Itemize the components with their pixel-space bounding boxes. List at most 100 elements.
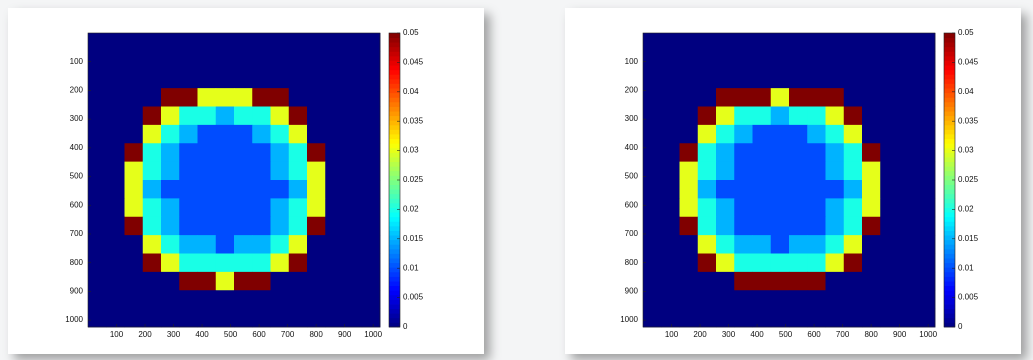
heatmap-cell xyxy=(752,143,772,163)
heatmap-cell xyxy=(361,235,381,254)
colorbar-segment xyxy=(944,198,955,204)
colorbar-segment xyxy=(944,248,955,254)
colorbar-tick-label: 0.02 xyxy=(403,205,419,214)
heatmap-cell xyxy=(124,88,144,107)
heatmap-cell xyxy=(862,180,881,199)
colorbar-segment xyxy=(944,55,955,61)
heatmap-cell xyxy=(142,290,162,310)
colorbar-segment xyxy=(944,202,955,208)
y-tick-label: 900 xyxy=(70,287,84,296)
heatmap-cell xyxy=(898,271,918,291)
colorbar-segment xyxy=(944,170,955,176)
heatmap-cell xyxy=(789,216,808,236)
heatmap-cell xyxy=(106,69,125,89)
colorbar-segment xyxy=(389,88,400,94)
heatmap-cell xyxy=(361,290,381,310)
colorbar-segment xyxy=(944,60,955,66)
heatmap-cell xyxy=(234,51,253,71)
heatmap-cell xyxy=(307,33,326,52)
heatmap-cell xyxy=(234,88,253,107)
heatmap-cell xyxy=(643,143,662,163)
heatmap-cell xyxy=(88,198,107,218)
heatmap-cell xyxy=(862,198,881,218)
colorbar-segment xyxy=(944,33,955,38)
colorbar-segment xyxy=(389,290,400,296)
heatmap-cell xyxy=(880,180,899,199)
y-tick-label: 700 xyxy=(625,229,639,238)
heatmap-cell xyxy=(270,271,290,291)
heatmap-cell xyxy=(361,198,381,218)
colorbar-segment xyxy=(389,138,400,144)
heatmap-cell xyxy=(734,124,753,144)
heatmap-cell xyxy=(234,69,253,89)
x-tick-label: 500 xyxy=(779,330,793,339)
heatmap-cell xyxy=(307,308,326,328)
heatmap-cell xyxy=(916,124,936,144)
heatmap-cell xyxy=(161,235,180,254)
heatmap-cell xyxy=(361,143,381,163)
y-tick-label: 300 xyxy=(70,114,84,123)
colorbar-segment xyxy=(944,74,955,80)
heatmap-cell xyxy=(880,308,899,328)
colorbar-segment xyxy=(944,65,955,71)
heatmap-cell xyxy=(161,161,180,181)
heatmap-cell xyxy=(898,290,918,310)
heatmap-cell xyxy=(661,143,680,163)
heatmap-cell xyxy=(106,161,125,181)
heatmap-cell xyxy=(197,216,217,236)
heatmap-cell xyxy=(252,106,271,126)
colorbar-segment xyxy=(944,308,955,314)
heatmap-cell xyxy=(288,106,308,126)
heatmap-cell xyxy=(643,180,662,199)
heatmap-cell xyxy=(197,106,217,126)
heatmap-cell xyxy=(752,216,772,236)
heatmap-cell xyxy=(825,33,845,52)
heatmap-cell xyxy=(270,51,290,71)
x-tick-label: 100 xyxy=(665,330,679,339)
heatmap-cell xyxy=(770,235,790,254)
colorbar-segment xyxy=(389,253,400,259)
heatmap-cell xyxy=(789,161,808,181)
heatmap-cell xyxy=(343,253,363,273)
heatmap-cell xyxy=(697,216,717,236)
colorbar-segment xyxy=(944,69,955,75)
heatmap-cell xyxy=(880,235,899,254)
heatmap-cell xyxy=(106,51,125,71)
heatmap-cell xyxy=(697,271,717,291)
heatmap-cell xyxy=(325,88,344,107)
heatmap-cell xyxy=(307,290,326,310)
heatmap-cell xyxy=(215,161,235,181)
heatmap-cell xyxy=(179,33,198,52)
colorbar-segment xyxy=(944,235,955,241)
heatmap-cell xyxy=(734,180,753,199)
y-tick-label: 400 xyxy=(625,143,639,152)
heatmap-cell xyxy=(734,69,753,89)
heatmap-cell xyxy=(916,33,936,52)
heatmap-cell xyxy=(179,290,198,310)
colorbar-segment xyxy=(389,285,400,291)
heatmap-cell xyxy=(807,69,826,89)
colorbar-segment xyxy=(389,111,400,117)
colorbar-segment xyxy=(944,106,955,112)
heatmap-cell xyxy=(643,69,662,89)
heatmap-cell xyxy=(716,143,735,163)
heatmap-cell xyxy=(88,143,107,163)
heatmap-cell xyxy=(770,290,790,310)
colorbar-segment xyxy=(944,92,955,98)
heatmap-cell xyxy=(679,51,699,71)
heatmap-cell xyxy=(679,216,699,236)
heatmap-cell xyxy=(916,161,936,181)
heatmap-cell xyxy=(734,271,753,291)
heatmap-cell xyxy=(825,290,845,310)
heatmap-cell xyxy=(325,308,344,328)
colorbar-segment xyxy=(944,225,955,231)
heatmap-cell xyxy=(234,235,253,254)
heatmap-cell xyxy=(770,161,790,181)
heatmap-cell xyxy=(124,290,144,310)
heatmap-cell xyxy=(288,216,308,236)
heatmap-cell xyxy=(88,69,107,89)
heatmap-cell xyxy=(343,216,363,236)
heatmap-cell xyxy=(270,88,290,107)
heatmap-cell xyxy=(215,106,235,126)
heatmap-cell xyxy=(661,69,680,89)
